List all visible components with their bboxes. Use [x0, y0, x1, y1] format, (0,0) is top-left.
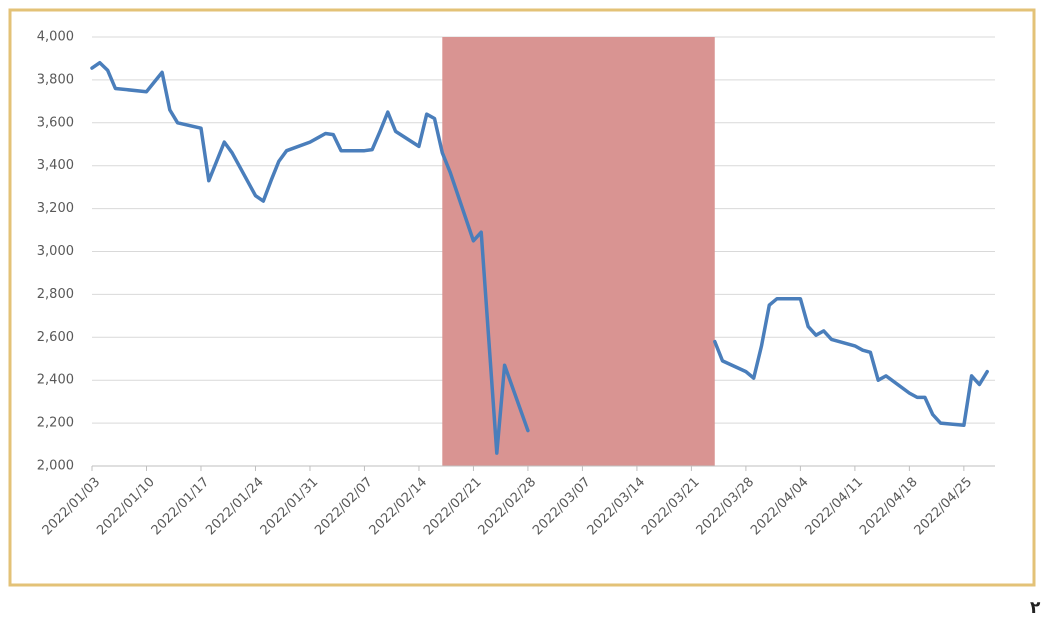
x-tick-label: 2022/01/31: [258, 475, 322, 539]
x-tick-label: 2022/02/07: [312, 475, 376, 539]
x-tick-label: 2022/03/21: [639, 475, 703, 539]
x-tick-label: 2022/03/07: [530, 475, 594, 539]
x-tick-label: 2022/01/03: [40, 475, 104, 539]
y-tick-label: 3,400: [37, 158, 74, 173]
y-tick-label: 3,600: [37, 115, 74, 130]
y-tick-label: 2,000: [37, 459, 74, 474]
y-tick-label: 3,200: [37, 201, 74, 216]
x-tick-label: 2022/02/21: [421, 475, 485, 539]
x-tick-label: 2022/04/18: [857, 475, 921, 539]
x-tick-label: 2022/04/25: [912, 475, 976, 539]
x-tick-label: 2022/01/17: [149, 475, 213, 539]
line-series: [90, 60, 989, 455]
x-tick-label: 2022/02/28: [476, 475, 540, 539]
chart-title: نمودار ۲- روند شاخص MOEX بورس مسکو از سا…: [1030, 598, 1044, 618]
y-tick-label: 3,000: [37, 244, 74, 259]
y-tick-label: 4,000: [37, 30, 74, 45]
x-tick-label: 2022/01/24: [203, 475, 267, 539]
shaded-period: [442, 37, 715, 466]
x-tick-label: 2022/04/11: [803, 475, 867, 539]
y-tick-label: 3,800: [37, 72, 74, 87]
x-tick-label: 2022/03/14: [585, 475, 649, 539]
y-tick-label: 2,400: [37, 373, 74, 388]
y-tick-label: 2,600: [37, 330, 74, 345]
y-tick-label: 2,200: [37, 416, 74, 431]
x-tick-label: 2022/03/28: [694, 475, 758, 539]
x-tick-label: 2022/04/04: [748, 475, 812, 539]
frame: [8, 8, 1036, 587]
x-tick-label: 2022/01/10: [94, 475, 158, 539]
x-tick-label: 2022/02/14: [367, 475, 431, 539]
plot: 2,000 2,200 2,400 2,600 2,800 3,000 3,200 3,400…: [37, 30, 995, 539]
y-tick-label: 2,800: [37, 287, 74, 302]
